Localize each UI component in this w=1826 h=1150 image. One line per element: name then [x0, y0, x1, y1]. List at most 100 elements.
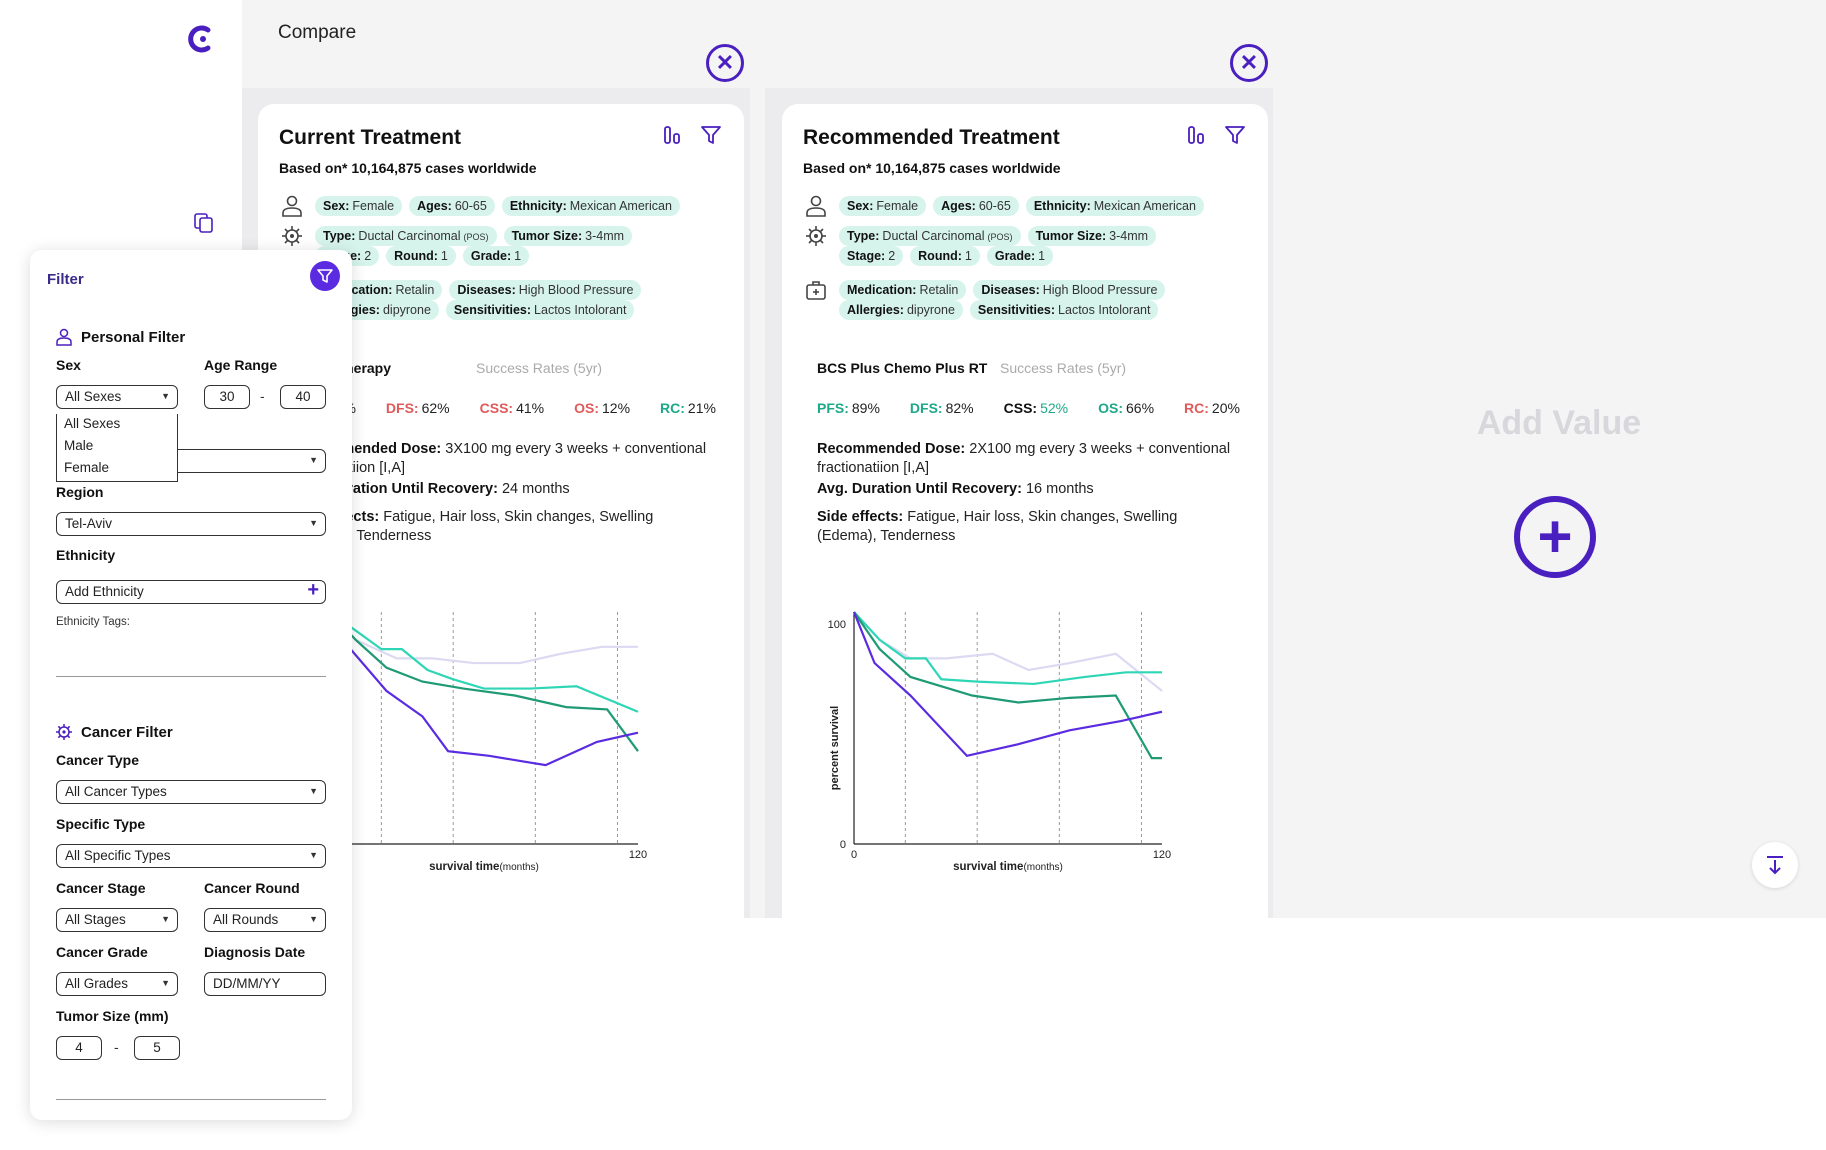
dose-info: Recommended Dose: 3X100 mg every 3 weeks…	[293, 441, 707, 476]
region-select-value: Tel-Aviv	[65, 516, 113, 531]
info-tag: Round: 1	[910, 246, 980, 266]
info-tag: Tumor Size: 3-4mm	[503, 226, 633, 246]
x-axis-title: survival time	[953, 861, 1023, 873]
info-tag: Grade: 1	[462, 246, 530, 266]
y-tick-label: 0	[840, 839, 846, 851]
ethnicity-placeholder: Add Ethnicity	[65, 584, 144, 599]
y-axis-label: percent survival	[829, 706, 841, 790]
funnel-icon	[317, 269, 333, 283]
series-line	[329, 611, 638, 665]
specific-type-label: Specific Type	[56, 816, 146, 832]
add-value-button[interactable]: +	[1514, 496, 1596, 578]
age-range-dash: -	[260, 388, 265, 404]
card-subtitle: Based on* 10,164,875 cases worldwide	[803, 160, 1061, 176]
cancer-type-label: Cancer Type	[56, 752, 139, 768]
info-tag: Grade: 1	[986, 246, 1054, 266]
bar-chart-icon[interactable]	[662, 124, 684, 146]
x-tick-label: 120	[1153, 849, 1171, 861]
info-tag: Medication: Retalin	[839, 280, 967, 300]
sex-option-male[interactable]: Male	[64, 438, 94, 453]
cancer-filter-title: Cancer Filter	[55, 723, 173, 741]
export-button[interactable]	[1752, 842, 1798, 888]
rate-item: CSS: 52%	[1003, 400, 1069, 416]
cancer-grade-label: Cancer Grade	[56, 944, 148, 960]
tumor-range-dash: -	[114, 1039, 119, 1055]
info-tag: Sex: Female	[315, 196, 403, 216]
close-card-2-button[interactable]: ✕	[1230, 44, 1268, 82]
x-axis-unit: (months)	[1023, 862, 1062, 873]
success-rates: PFS:89%DFS:62%CSS:41%OS:12%RC:21%	[293, 400, 716, 416]
cancer-grade-select[interactable]: All Grades ▼	[56, 972, 178, 996]
compare-area: Compare ✕ ✕ Current Treatment Based on* 1…	[242, 0, 1826, 918]
age-range-label: Age Range	[204, 357, 278, 373]
copy-icon[interactable]	[193, 212, 215, 234]
sex-dropdown-menu: All Sexes Male Female	[56, 414, 178, 482]
tumor-max-input[interactable]: 5	[134, 1036, 180, 1060]
y-tick-label: 100	[828, 619, 846, 631]
series-line	[329, 611, 639, 752]
tag-row: Sex: Female Ages: 60-65 Ethnicity: Mexican Am…	[804, 194, 1204, 218]
cancer-type-select[interactable]: All Cancer Types ▼	[56, 780, 326, 804]
ethnicity-input[interactable]: Add Ethnicity +	[56, 579, 326, 604]
cancer-stage-select[interactable]: All Stages ▼	[56, 908, 178, 932]
series-line	[329, 611, 639, 767]
rate-item: RC: 20%	[1184, 400, 1240, 416]
personal-filter-title: Personal Filter	[55, 328, 185, 346]
info-tag: Type: Ductal Carcinomal (POS)	[315, 226, 497, 246]
rate-item: OS: 12%	[574, 400, 631, 416]
rate-item: DFS: 82%	[909, 400, 974, 416]
person-icon	[282, 195, 302, 217]
sex-option-female[interactable]: Female	[64, 460, 110, 475]
download-icon	[1767, 856, 1783, 875]
filter-toggle-button[interactable]	[310, 261, 340, 291]
add-value-label: Add Value	[1476, 404, 1642, 442]
x-tick-label: 0	[851, 849, 857, 861]
ethnicity-label: Ethnicity	[56, 547, 116, 563]
region-label: Region	[56, 484, 104, 500]
card-actions	[662, 124, 722, 146]
app-logo-icon[interactable]	[186, 24, 216, 54]
sex-option-all[interactable]: All Sexes	[64, 416, 121, 431]
age-max-input[interactable]: 40	[280, 385, 326, 409]
success-rates-label: Success Rates (5yr)	[476, 360, 603, 376]
info-tag: Sensitivities: Lactos Intolorant	[969, 300, 1159, 320]
round-value: All Rounds	[213, 912, 279, 927]
specific-type-select[interactable]: All Specific Types ▼	[56, 844, 326, 868]
x-axis-unit: (months)	[499, 862, 538, 873]
bar-chart-icon[interactable]	[1186, 124, 1208, 146]
stage-value: All Stages	[65, 912, 126, 927]
virus-icon	[282, 226, 302, 246]
medical-bag-icon	[806, 281, 826, 300]
info-tag: Ethnicity: Mexican American	[501, 196, 680, 216]
cancer-filter-label: Cancer Filter	[81, 723, 173, 741]
therapy-name: BCS Plus Chemo Plus RT	[817, 360, 988, 376]
cancer-round-select[interactable]: All Rounds ▼	[204, 908, 326, 932]
rate-item: CSS: 41%	[479, 400, 545, 416]
virus-icon	[56, 724, 72, 740]
diagnosis-date-input[interactable]: DD/MM/YY	[204, 972, 326, 996]
series-line	[852, 611, 1163, 758]
chevron-down-icon: ▼	[309, 914, 318, 924]
plus-icon[interactable]: +	[307, 579, 319, 601]
tag-row: Sex: Female Ages: 60-65 Ethnicity: Mexican Am…	[280, 194, 680, 218]
funnel-icon[interactable]	[700, 124, 722, 146]
info-tag: Ethnicity: Mexican American	[1025, 196, 1204, 216]
page-title: Compare	[278, 22, 357, 43]
funnel-icon[interactable]	[1224, 124, 1246, 146]
info-tag: Allergies:dipyrone	[839, 300, 963, 320]
info-tag: Sex: Female	[839, 196, 927, 216]
cancer-round-label: Cancer Round	[204, 880, 300, 896]
region-select[interactable]: Tel-Aviv ▼	[56, 512, 326, 536]
person-icon	[806, 195, 826, 217]
series-line	[853, 611, 1162, 686]
filter-panel: Filter Personal Filter Sex Age Range All…	[30, 250, 352, 1120]
sex-select[interactable]: All Sexes ▼	[56, 385, 178, 409]
chevron-down-icon: ▼	[309, 786, 318, 796]
success-rates: PFS: 89% DFS: 82% CSS: 52% OS: 66% RC: 20%	[817, 400, 1240, 416]
filter-title: Filter	[47, 271, 84, 288]
side-info: Side effects: Fatigue, Hair loss, Skin c…	[293, 509, 654, 544]
age-min-input[interactable]: 30	[204, 385, 250, 409]
close-card-1-button[interactable]: ✕	[706, 44, 744, 82]
tumor-min-input[interactable]: 4	[56, 1036, 102, 1060]
